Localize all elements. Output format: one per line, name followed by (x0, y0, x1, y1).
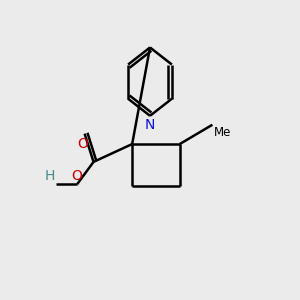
Text: O: O (78, 136, 88, 151)
Text: Me: Me (214, 126, 231, 139)
Text: N: N (145, 118, 155, 132)
Text: H: H (44, 169, 55, 183)
Text: O: O (72, 169, 83, 183)
